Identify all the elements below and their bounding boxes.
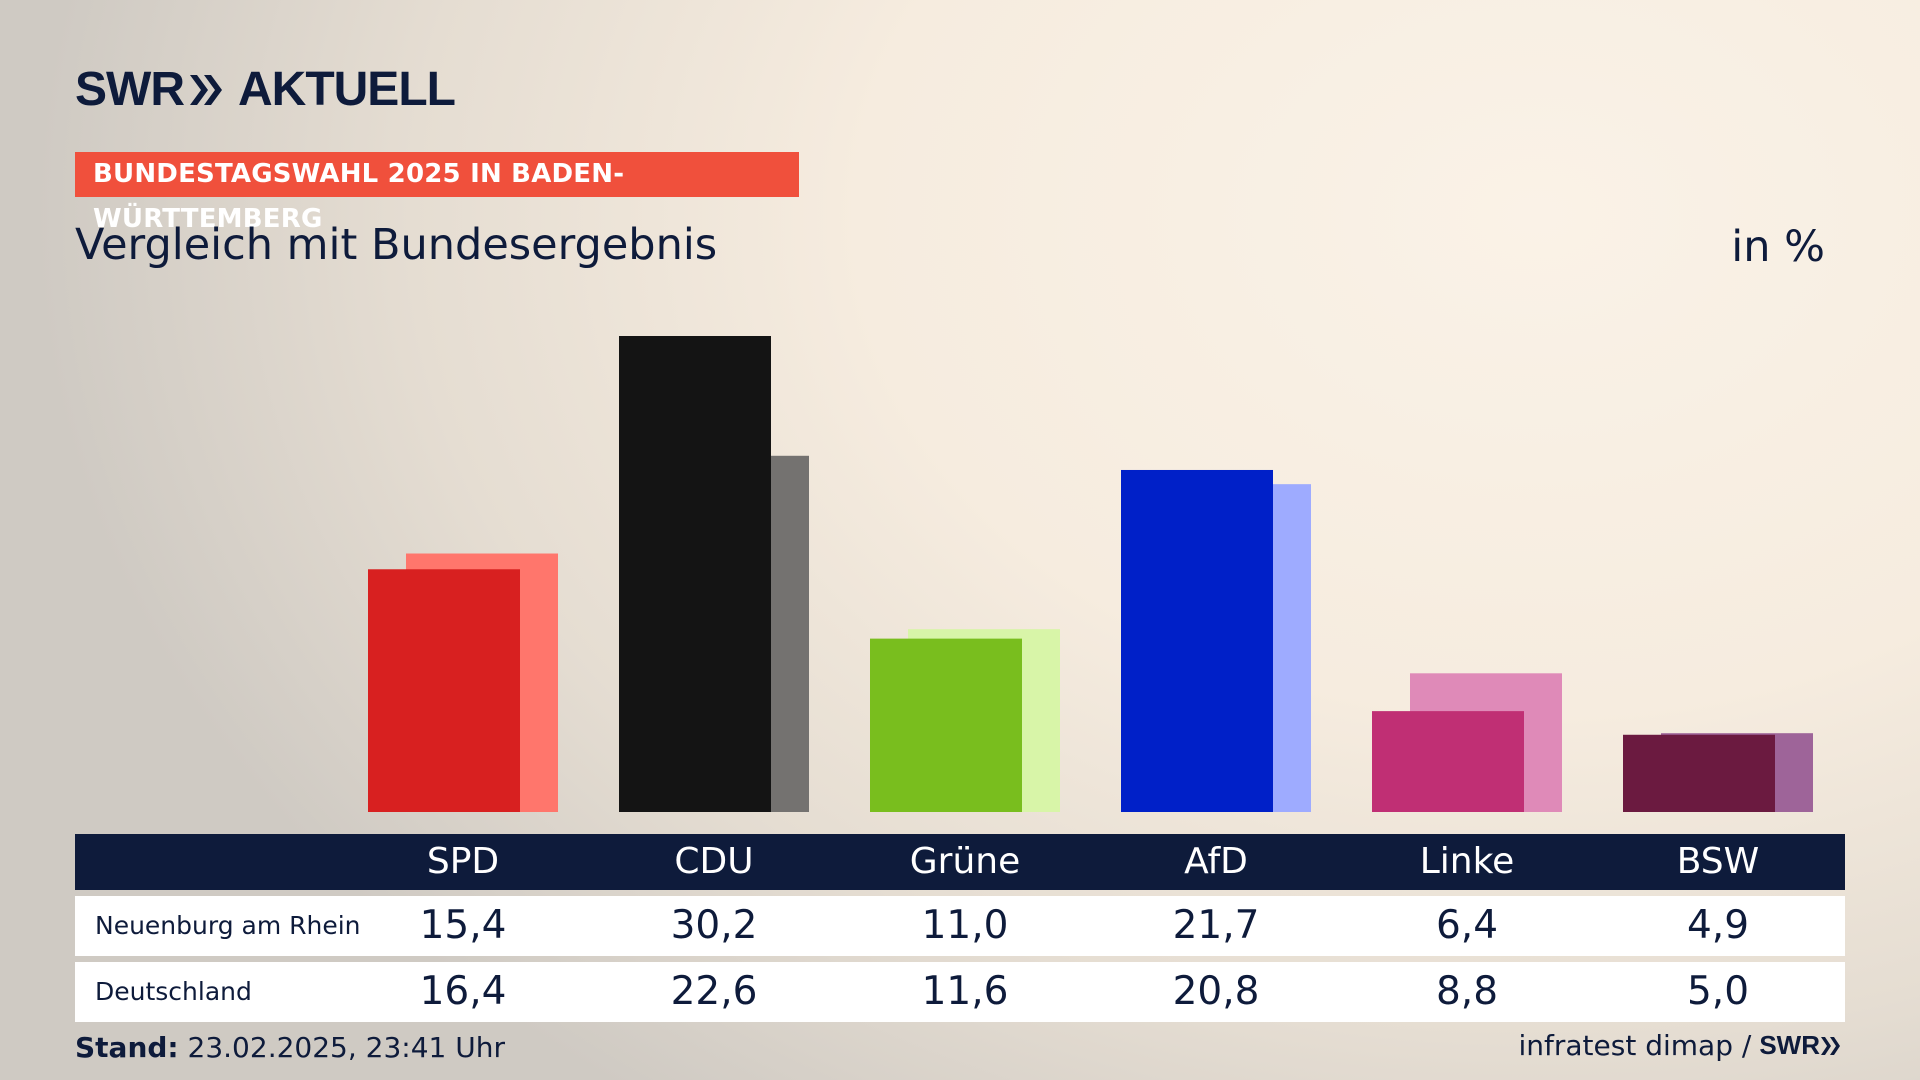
bar-neuenburg-afd — [1121, 469, 1273, 812]
value-cell-afd: 20,8 — [1172, 969, 1260, 1014]
logo-swr: SWR — [75, 63, 185, 116]
value-cell-grüne: 11,6 — [921, 969, 1009, 1014]
value-cell-linke: 8,8 — [1435, 969, 1499, 1014]
bar-neuenburg-spd — [368, 569, 520, 812]
column-header-cdu: CDU — [674, 841, 754, 882]
results-table: SPD CDU Grüne AfD Linke BSW Neuenburg am Rhei… — [75, 834, 1845, 1022]
value-cell-spd: 16,4 — [419, 969, 507, 1014]
value-cell-grüne: 11,0 — [921, 903, 1009, 948]
value-cell-bsw: 4,9 — [1686, 903, 1750, 948]
unit-label: in % — [1731, 222, 1825, 272]
column-header-grüne: Grüne — [909, 841, 1021, 882]
value-cell-linke: 6,4 — [1435, 903, 1499, 948]
double-chevron-icon — [189, 74, 222, 105]
column-header-bsw: BSW — [1676, 841, 1760, 882]
value-cell-spd: 15,4 — [419, 903, 507, 948]
bar-chart — [368, 336, 1813, 812]
table-row: Deutschland 16,4 22,6 11,6 20,8 8,8 5,0 — [75, 962, 1845, 1022]
election-tag: BUNDESTAGSWAHL 2025 IN BADEN-WÜRTTEMBERG — [75, 152, 799, 234]
double-chevron-icon — [1821, 1036, 1840, 1055]
value-cell-bsw: 5,0 — [1686, 969, 1750, 1014]
value-cell-afd: 21,7 — [1172, 903, 1260, 948]
source-brand: SWR — [1759, 1030, 1820, 1060]
table-header: SPD CDU Grüne AfD Linke BSW — [75, 834, 1845, 890]
row-label: Deutschland — [95, 977, 252, 1006]
source-text: infratest dimap / — [1518, 1029, 1752, 1062]
chart-title: Vergleich mit Bundesergebnis — [75, 220, 718, 270]
row-label: Neuenburg am Rhein — [95, 911, 361, 940]
column-header-linke: Linke — [1419, 841, 1515, 882]
timestamp: Stand: 23.02.2025, 23:41 Uhr — [75, 1031, 505, 1064]
timestamp-value: 23.02.2025, 23:41 Uhr — [187, 1031, 505, 1064]
column-header-spd: SPD — [426, 841, 500, 882]
value-cell-cdu: 30,2 — [670, 903, 758, 948]
table-row: Neuenburg am Rhein 15,4 30,2 11,0 21,7 6,4 4,9 — [75, 896, 1845, 956]
swr-aktuell-logo: SWR AKTUELL — [75, 62, 456, 117]
bar-neuenburg-linke — [1372, 711, 1524, 812]
bar-neuenburg-bsw — [1623, 734, 1775, 812]
value-cell-cdu: 22,6 — [670, 969, 758, 1014]
bar-neuenburg-grüne — [870, 638, 1022, 812]
timestamp-label: Stand: — [75, 1031, 179, 1064]
logo-aktuell: AKTUELL — [237, 63, 456, 116]
bar-neuenburg-cdu — [619, 336, 771, 812]
source-credit: infratest dimap / SWR — [1519, 1029, 1843, 1062]
column-header-afd: AfD — [1184, 841, 1248, 882]
